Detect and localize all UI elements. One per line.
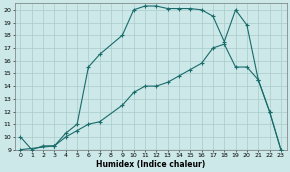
X-axis label: Humidex (Indice chaleur): Humidex (Indice chaleur) (96, 159, 205, 169)
